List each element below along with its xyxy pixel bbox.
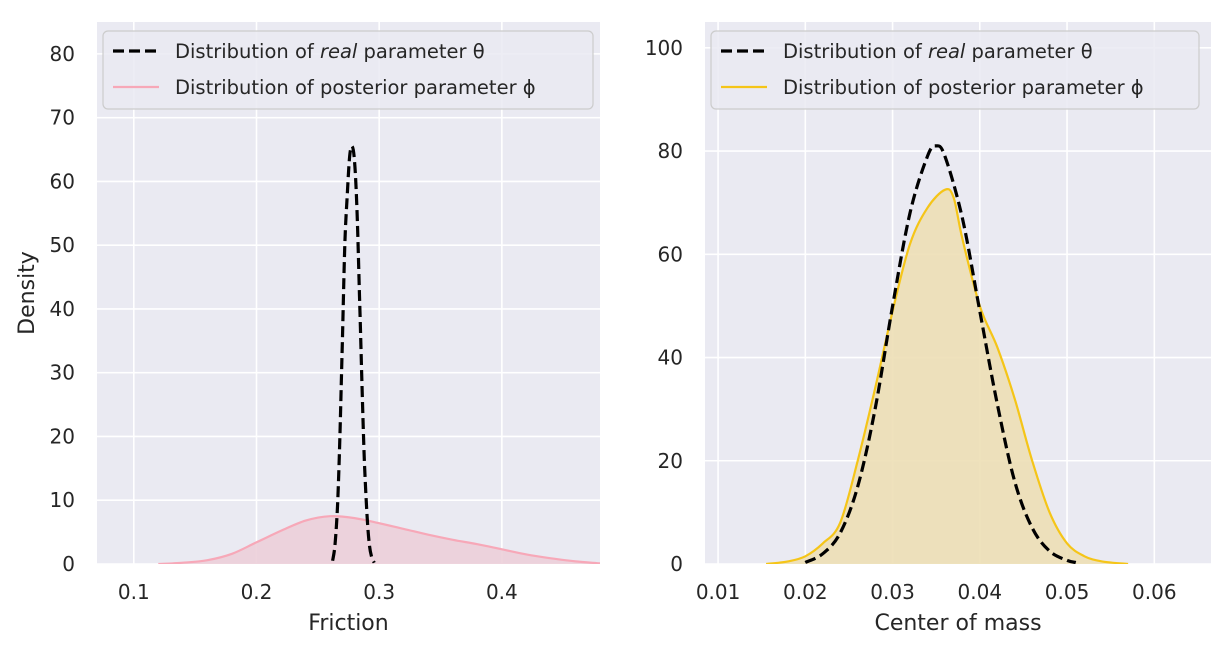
y-tick-label: 20	[50, 424, 75, 448]
x-axis-label: Center of mass	[874, 611, 1041, 636]
legend: Distribution of real parameter θDistribu…	[710, 30, 1200, 110]
legend-entry-label: Distribution of real parameter θ	[175, 40, 485, 63]
legend-entry-label: Distribution of real parameter θ	[783, 40, 1093, 63]
plot-area	[97, 22, 600, 564]
legend-label-emphasis: real	[928, 40, 966, 63]
posterior-parameter-density-line	[158, 515, 600, 564]
y-tick-label: 20	[658, 449, 683, 473]
legend-label-prefix: Distribution of posterior parameter ϕ	[175, 76, 536, 99]
x-tick-label: 0.02	[783, 580, 828, 604]
y-tick-label: 10	[50, 488, 75, 512]
legend-entry-label: Distribution of posterior parameter ϕ	[783, 76, 1144, 99]
x-tick-label: 0.06	[1132, 580, 1177, 604]
legend: Distribution of real parameter θDistribu…	[102, 30, 594, 110]
real-parameter-density-line	[804, 144, 1077, 564]
x-tick-label: 0.2	[241, 580, 273, 604]
posterior-parameter-density-line	[765, 188, 1129, 564]
y-tick-label: 40	[658, 346, 683, 370]
y-tick-label: 60	[658, 242, 683, 266]
friction-density-panel: 0.1 0.2 0.3 0.4 0 10 20 30 40 50 60 70 80 Friction Den…	[15, 22, 600, 636]
y-tick-label: 50	[50, 233, 75, 257]
legend-label-prefix: Distribution of posterior parameter ϕ	[783, 76, 1144, 99]
legend-label-emphasis: real	[320, 40, 358, 63]
x-tick-label: 0.3	[363, 580, 395, 604]
y-tick-label: 0	[670, 552, 683, 576]
y-tick-label: 40	[50, 297, 75, 321]
posterior-density-fill	[158, 516, 600, 564]
x-tick-label: 0.4	[486, 580, 518, 604]
legend-label-suffix: parameter θ	[965, 40, 1092, 63]
y-tick-label: 80	[50, 42, 75, 66]
legend-box	[710, 30, 1200, 110]
y-tick-label: 80	[658, 139, 683, 163]
x-tick-label: 0.04	[958, 580, 1003, 604]
posterior-density-fill	[766, 189, 1129, 564]
y-tick-label: 70	[50, 106, 75, 130]
y-tick-label: 30	[50, 361, 75, 385]
x-tick-label: 0.01	[696, 580, 741, 604]
legend-label-prefix: Distribution of	[783, 40, 928, 63]
legend-label-suffix: parameter θ	[357, 40, 484, 63]
center-of-mass-density-panel: 0.01 0.02 0.03 0.04 0.05 0.06 0 20 40 60 80 100 Cent…	[645, 22, 1211, 636]
legend-entry-label: Distribution of posterior parameter ϕ	[175, 76, 536, 99]
legend-label-prefix: Distribution of	[175, 40, 320, 63]
x-axis-label: Friction	[308, 611, 388, 636]
legend-box	[102, 30, 594, 110]
real-parameter-density-line	[331, 144, 376, 564]
y-axis-label: Density	[15, 251, 40, 335]
x-tick-label: 0.05	[1045, 580, 1090, 604]
x-tick-label: 0.1	[118, 580, 150, 604]
y-tick-label: 0	[62, 552, 75, 576]
x-tick-label: 0.03	[870, 580, 915, 604]
y-tick-label: 60	[50, 169, 75, 193]
y-tick-label: 100	[645, 36, 683, 60]
